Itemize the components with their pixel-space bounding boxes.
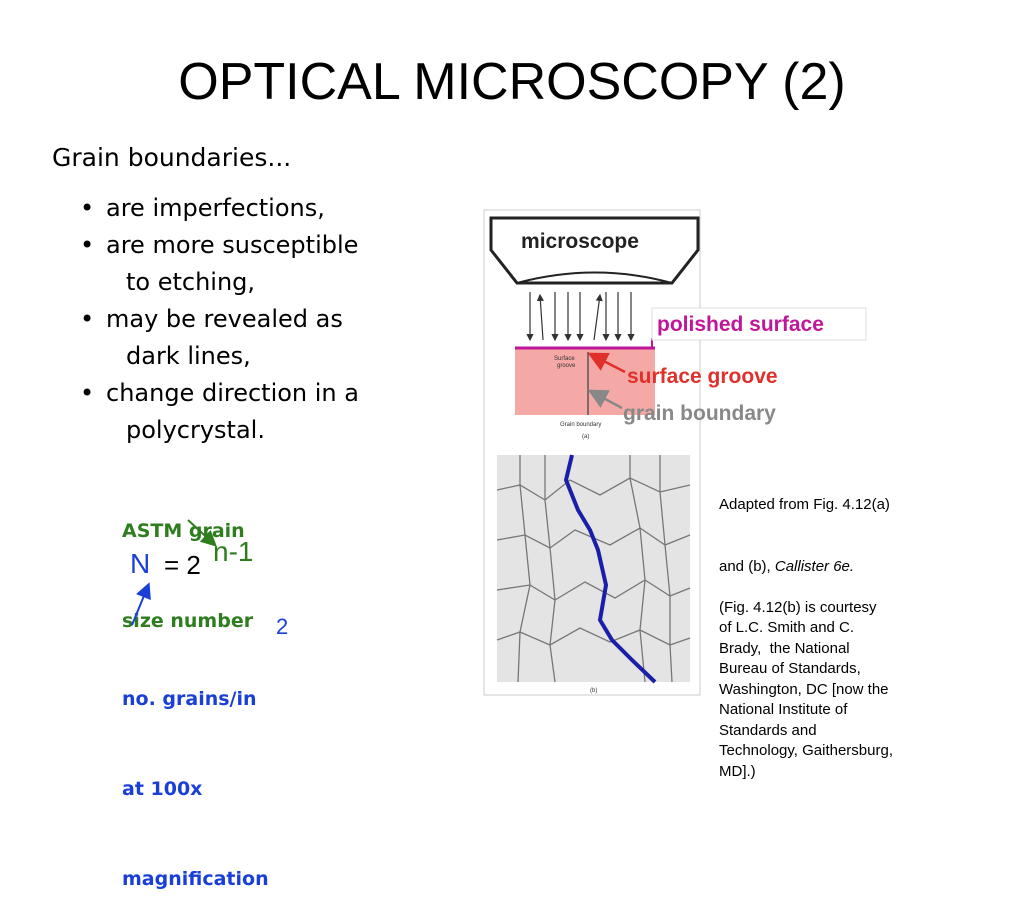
small-label: Grain boundary bbox=[560, 422, 601, 428]
small-label: Surface bbox=[554, 356, 575, 362]
bullet-text: dark lines, bbox=[126, 342, 251, 370]
figure: microscope Surface groove Grain boundary… bbox=[131, 209, 867, 696]
label-line: at 100x bbox=[122, 778, 203, 800]
label-box bbox=[651, 307, 867, 341]
slide: OPTICAL MICROSCOPY (2) Grain boundaries.… bbox=[52, 53, 893, 890]
small-label: (a) bbox=[582, 434, 589, 440]
label-line: magnification bbox=[122, 868, 269, 890]
small-label: groove bbox=[557, 363, 576, 369]
groove-label: surface groove bbox=[627, 365, 778, 388]
caption-line: Technology, Gaithersburg, bbox=[719, 742, 893, 759]
highlighted-boundary bbox=[563, 454, 657, 684]
title: OPTICAL MICROSCOPY (2) bbox=[178, 53, 846, 111]
grains-exponent: 2 bbox=[276, 614, 289, 639]
bullet-dot: • bbox=[80, 305, 95, 333]
grains bbox=[496, 455, 691, 683]
exponent: n-1 bbox=[213, 536, 254, 567]
light-rays bbox=[526, 292, 635, 342]
bullet-dot: • bbox=[80, 194, 95, 222]
caption-line: Standards and bbox=[719, 721, 817, 739]
n-symbol: N bbox=[130, 548, 151, 579]
small-label: (b) bbox=[590, 688, 597, 694]
pointer bbox=[587, 389, 623, 410]
caption-italic: Callister 6e. bbox=[774, 557, 855, 575]
bullet-text: polycrystal. bbox=[126, 416, 265, 444]
equals: = 2 bbox=[164, 550, 201, 580]
green-arrow bbox=[187, 519, 217, 547]
pointer bbox=[587, 352, 626, 374]
heading: Grain boundaries... bbox=[52, 143, 292, 172]
bullet-dot: • bbox=[80, 231, 95, 259]
caption-line: Bureau of Standards, bbox=[719, 660, 861, 677]
caption-text: and (b), bbox=[719, 557, 775, 575]
caption-line: Adapted from Fig. 4.12(a) bbox=[719, 496, 890, 513]
boundary-label: grain boundary bbox=[623, 402, 776, 425]
caption-line: Washington, DC [now the bbox=[719, 680, 889, 698]
polished-label: polished surface bbox=[657, 313, 824, 336]
specimen bbox=[515, 348, 655, 415]
bullet-text: change direction in a bbox=[106, 379, 359, 407]
bullet-text: are imperfections, bbox=[106, 194, 325, 222]
label-line: no. grains/in bbox=[122, 688, 257, 710]
caption-line: National Institute of bbox=[719, 701, 848, 718]
caption: Adapted from Fig. 4.12(a) and (b), Calli… bbox=[719, 454, 893, 782]
caption-line: of L.C. Smith and C. bbox=[719, 619, 855, 636]
bullet-text: are more susceptible bbox=[106, 231, 359, 259]
lens bbox=[516, 271, 673, 284]
caption-line: MD].) bbox=[719, 762, 756, 780]
bullet-text: to etching, bbox=[126, 268, 256, 296]
microscope-label: microscope bbox=[521, 230, 639, 253]
caption-line: and (b), Callister 6e. bbox=[719, 557, 893, 578]
bullet-dot: • bbox=[80, 379, 95, 407]
label-line: size number bbox=[122, 610, 254, 632]
caption-line: (Fig. 4.12(b) is courtesy bbox=[719, 598, 877, 616]
bullet-text: may be revealed as bbox=[106, 305, 343, 333]
blue-arrow bbox=[131, 582, 151, 626]
micrograph bbox=[497, 455, 690, 682]
caption-line: Brady, the National bbox=[719, 639, 850, 657]
